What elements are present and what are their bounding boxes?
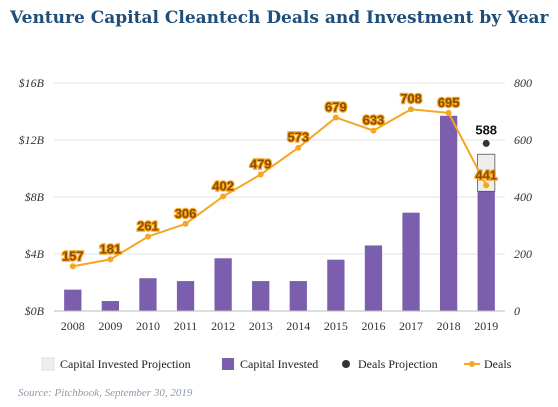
bar-2013 [252, 281, 270, 311]
deal-point-2011 [182, 220, 189, 227]
deals-projection-label: 588 [475, 122, 497, 137]
deal-point-2016 [370, 127, 377, 134]
right-tick-label: 0 [514, 304, 520, 318]
left-tick-label: $16B [19, 76, 45, 90]
right-axis: 0 200 400 600 800 [514, 76, 532, 318]
x-tick-2016: 2016 [361, 319, 385, 333]
left-axis: $0B $4B $8B $12B $16B [19, 76, 45, 318]
x-tick-2009: 2009 [98, 319, 122, 333]
deal-point-2018 [445, 109, 452, 116]
legend-label: Capital Invested [240, 357, 318, 371]
right-tick-label: 800 [514, 76, 532, 90]
grid-lines [54, 82, 505, 312]
x-tick-2012: 2012 [211, 319, 235, 333]
left-tick-label: $8B [25, 190, 45, 204]
source-note: Source: Pitchbook, September 30, 2019 [18, 387, 193, 399]
legend-label: Capital Invested Projection [60, 357, 191, 371]
deal-point-2013 [257, 171, 264, 178]
deal-label-2015: 679 [325, 99, 347, 114]
x-tick-2015: 2015 [324, 319, 348, 333]
x-tick-2017: 2017 [399, 319, 423, 333]
deal-label-2010: 261 [137, 219, 159, 234]
deal-point-2010 [144, 233, 151, 240]
deal-point-2019 [483, 182, 490, 189]
deal-point-2014 [295, 144, 302, 151]
legend: Capital Invested Projection Capital Inves… [41, 357, 512, 371]
x-tick-2008: 2008 [61, 319, 85, 333]
right-tick-label: 200 [514, 247, 532, 261]
deal-label-2012: 402 [212, 178, 234, 193]
bar-2008 [64, 289, 82, 311]
deal-label-2016: 633 [363, 113, 385, 128]
deal-label-2019: 441 [475, 167, 497, 182]
left-tick-label: $0B [25, 304, 45, 318]
bar-2009 [101, 301, 120, 311]
x-tick-2010: 2010 [136, 319, 160, 333]
bar-2019 [477, 191, 495, 311]
legend-label: Deals [484, 357, 512, 371]
bar-2010 [139, 278, 157, 311]
x-tick-2013: 2013 [249, 319, 273, 333]
right-tick-label: 400 [514, 190, 532, 204]
deal-label-2017: 708 [400, 91, 422, 106]
projection-layer: 588 [475, 122, 497, 192]
deal-point-2012 [220, 193, 227, 200]
legend-swatch-deals-projection [342, 360, 350, 368]
bar-2015 [327, 259, 345, 311]
bar-2017 [402, 212, 420, 311]
capital-invested-bars [64, 115, 495, 312]
deal-label-2013: 479 [250, 156, 272, 171]
chart-title: Venture Capital Cleantech Deals and Inve… [9, 8, 550, 28]
left-tick-label: $12B [19, 133, 45, 147]
deal-point-2017 [408, 106, 415, 113]
x-tick-2018: 2018 [437, 319, 461, 333]
right-tick-label: 600 [514, 133, 532, 147]
x-tick-2011: 2011 [174, 319, 198, 333]
deal-label-2014: 573 [287, 130, 309, 145]
x-tick-2019: 2019 [474, 319, 498, 333]
legend-label: Deals Projection [358, 357, 438, 371]
legend-swatch-deals-dot [469, 361, 475, 367]
deal-label-2009: 181 [100, 241, 122, 256]
bar-2014 [289, 281, 307, 311]
bar-2016 [364, 245, 383, 311]
deal-label-2008: 157 [62, 248, 84, 263]
deals-projection-point [482, 139, 490, 147]
bar-2018 [439, 115, 458, 312]
projection-bar-2019 [477, 153, 496, 192]
x-axis: 2008 2009 2010 2011 2012 2013 2014 2015 2016 2017… [54, 310, 505, 333]
deals-line [72, 108, 488, 268]
deal-point-2009 [107, 256, 114, 263]
deals-line-layer: 157 181 261 306 402 479 573 679 633 708 695 441 [61, 90, 498, 270]
deal-point-2008 [69, 263, 76, 270]
deal-label-2011: 306 [175, 206, 197, 221]
bar-2011 [176, 281, 195, 311]
deal-label-2018: 695 [438, 95, 460, 110]
legend-swatch-capital [222, 358, 234, 370]
left-tick-label: $4B [25, 247, 45, 261]
deal-point-2015 [332, 114, 339, 121]
bar-2012 [214, 258, 232, 311]
legend-swatch-projection [41, 357, 55, 371]
x-tick-2014: 2014 [286, 319, 310, 333]
